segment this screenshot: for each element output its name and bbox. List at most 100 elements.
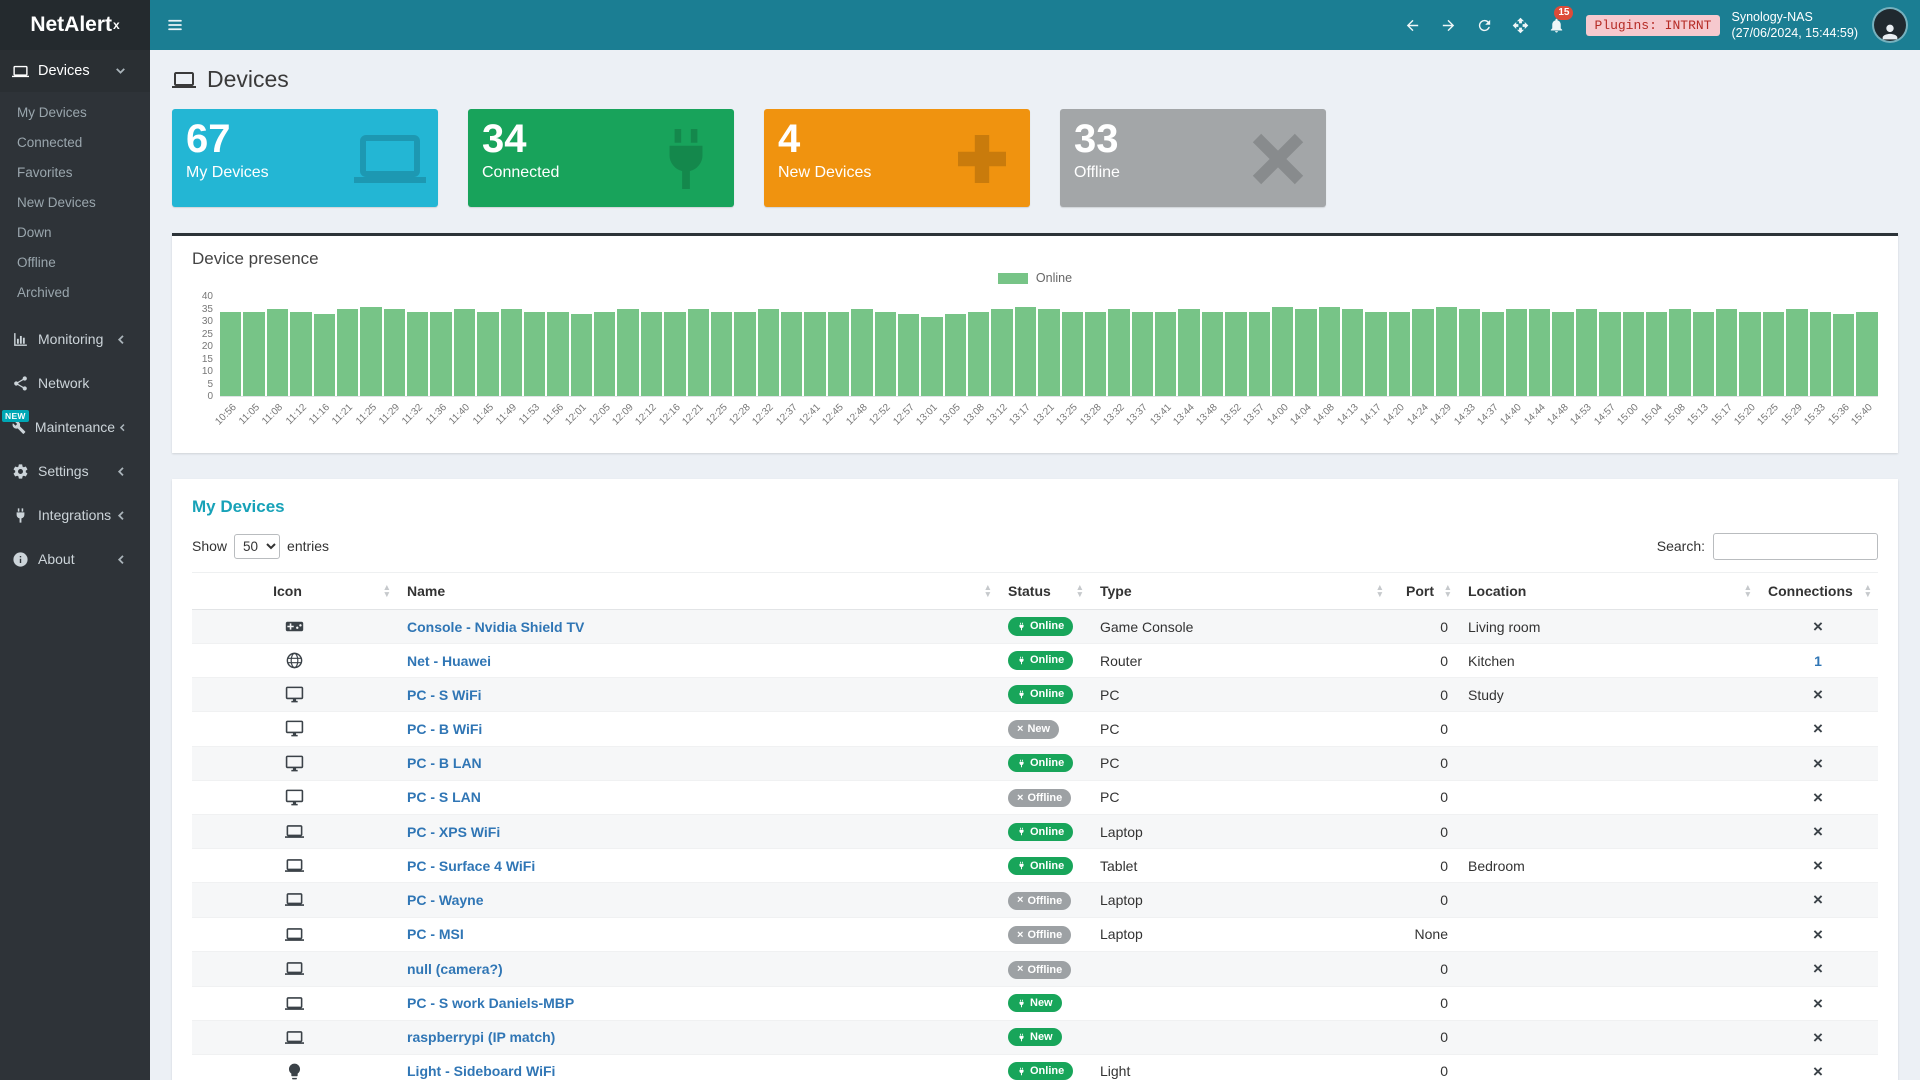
sidebar-item-my-devices[interactable]: My Devices [17, 104, 87, 120]
device-name-link[interactable]: PC - Surface 4 WiFi [407, 857, 536, 874]
bulb-icon [285, 1062, 304, 1080]
chevron-left-icon [112, 463, 129, 480]
status-badge: New [1008, 994, 1062, 1013]
stat-card-new-devices[interactable]: 4 New Devices [764, 109, 1030, 207]
device-name-link[interactable]: Net - Huawei [407, 652, 492, 669]
sidebar-sections: Monitoring Network NEW Maintenance Settings I… [0, 317, 150, 581]
search-input[interactable] [1713, 533, 1878, 560]
device-name-link[interactable]: PC - MSI [407, 926, 464, 943]
sidebar-item-archived[interactable]: Archived [17, 284, 70, 300]
notifications-button[interactable]: 15 [1538, 0, 1574, 50]
notification-count-badge: 15 [1554, 6, 1574, 20]
device-name-link[interactable]: PC - B LAN [407, 755, 482, 772]
device-name-link[interactable]: PC - S LAN [407, 789, 481, 806]
move-button[interactable] [1502, 0, 1538, 50]
connections-link[interactable]: 1 [1814, 652, 1822, 669]
sidebar-item-integrations[interactable]: Integrations [0, 493, 150, 537]
sidebar-item-settings[interactable]: Settings [0, 449, 150, 493]
sidebar-item-about[interactable]: About [0, 537, 150, 581]
column-header-type[interactable]: Type ▲ ▼ [1090, 572, 1390, 610]
stat-card-my-devices[interactable]: 67 My Devices [172, 109, 438, 207]
page-size-select[interactable]: 50 [234, 534, 281, 559]
column-header-icon[interactable]: Icon ▲ ▼ [192, 572, 397, 610]
laptop-icon [285, 925, 304, 944]
column-header-location[interactable]: Location ▲ ▼ [1458, 572, 1758, 610]
user-avatar[interactable] [1874, 9, 1906, 41]
device-name-link[interactable]: Console - Nvidia Shield TV [407, 618, 585, 635]
device-port: 0 [1390, 780, 1458, 816]
sort-icon: ▲ ▼ [983, 581, 992, 599]
presence-chart: 0 5 10 15 20 25 30 35 40 10:56 11:05 11:08 11:12 11:… [192, 292, 1878, 445]
sidebar-item-maintenance[interactable]: NEW Maintenance [0, 405, 150, 449]
chart-bar [1529, 309, 1551, 396]
forward-button[interactable] [1430, 0, 1466, 50]
sidebar-item-label: Maintenance [34, 419, 116, 435]
device-type [1090, 951, 1390, 987]
chart-bar [1599, 311, 1621, 396]
chart-bar [1762, 311, 1785, 396]
device-name-link[interactable]: PC - Wayne [407, 891, 484, 908]
status-badge: Online [1008, 617, 1074, 636]
chart-bar [313, 314, 335, 396]
sidebar-item-network[interactable]: Network [0, 361, 150, 405]
status-badge: Online [1008, 651, 1074, 670]
devices-submenu: My Devices Connected Favorites New Devices D… [0, 92, 150, 317]
device-name-link[interactable]: Light - Sideboard WiFi [407, 1063, 556, 1080]
sidebar-item-monitoring[interactable]: Monitoring [0, 317, 150, 361]
chart-bar [1856, 311, 1878, 396]
chart-bar [1412, 309, 1434, 396]
plot-area: 10:56 11:05 11:08 11:12 11:16 11:21 11:25 11:29… [213, 297, 1878, 445]
sidebar-item-devices[interactable]: Devices [0, 50, 150, 92]
stats-row: 67 My Devices 34 Connected 4 New Devices 33 Off… [172, 109, 1898, 207]
stat-card-offline[interactable]: 33 Offline [1060, 109, 1326, 207]
chevron-left-icon [115, 419, 129, 436]
plug-icon [1017, 622, 1026, 631]
chart-bar [617, 309, 639, 396]
plug-icon [1017, 690, 1026, 699]
network-icon [12, 375, 29, 392]
sidebar-item-down[interactable]: Down [17, 224, 52, 240]
column-header-name[interactable]: Name ▲ ▼ [397, 572, 998, 610]
y-tick-label: 25 [201, 328, 213, 340]
chart-bar [500, 309, 522, 396]
device-name-link[interactable]: PC - XPS WiFi [407, 823, 501, 840]
device-type: PC [1090, 711, 1390, 747]
sidebar-toggle-button[interactable] [150, 0, 200, 50]
device-name-link[interactable]: PC - S work Daniels-MBP [407, 995, 575, 1012]
column-header-port[interactable]: Port ▲ ▼ [1390, 572, 1458, 610]
chart-bar [360, 306, 382, 396]
chart-bar [1716, 309, 1738, 396]
table-row: Light - Sideboard WiFi Online Light 0 × [192, 1054, 1878, 1080]
chart-bar [921, 316, 943, 396]
desktop-icon [285, 685, 304, 704]
stat-value: 33 [1074, 117, 1119, 161]
device-name-link[interactable]: null (camera?) [407, 960, 503, 977]
device-location [1458, 1020, 1758, 1055]
y-tick-label: 15 [201, 353, 213, 365]
device-type [1090, 986, 1390, 1021]
refresh-button[interactable] [1466, 0, 1502, 50]
sidebar-item-favorites[interactable]: Favorites [17, 164, 73, 180]
column-header-status[interactable]: Status ▲ ▼ [998, 572, 1090, 610]
chart-bar [734, 311, 756, 396]
laptop-icon [285, 959, 304, 978]
plugins-status-badge[interactable]: Plugins: INTRNT [1586, 14, 1720, 36]
stat-value: 67 [186, 117, 231, 161]
status-badge: × Offline [1008, 960, 1072, 979]
device-name-link[interactable]: PC - B WiFi [407, 720, 483, 737]
host-info: Synology-NAS (27/06/2024, 15:44:59) [1732, 9, 1859, 42]
back-button[interactable] [1394, 0, 1430, 50]
disconnect-icon: × [1813, 719, 1823, 739]
sidebar-item-offline[interactable]: Offline [17, 254, 56, 270]
desktop-icon [285, 788, 304, 807]
column-header-connections[interactable]: Connections ▲ ▼ [1758, 572, 1878, 610]
stat-card-connected[interactable]: 34 Connected [468, 109, 734, 207]
device-name-link[interactable]: PC - S WiFi [407, 686, 482, 703]
brand-logo[interactable]: NetAlert x [0, 0, 150, 50]
sidebar-item-new-devices[interactable]: New Devices [17, 194, 96, 210]
chart-bar [336, 309, 359, 396]
sidebar-item-connected[interactable]: Connected [17, 134, 83, 150]
status-badge: × Offline [1008, 926, 1072, 945]
chart-legend[interactable]: Online [192, 271, 1878, 285]
device-name-link[interactable]: raspberrypi (IP match) [407, 1029, 556, 1046]
